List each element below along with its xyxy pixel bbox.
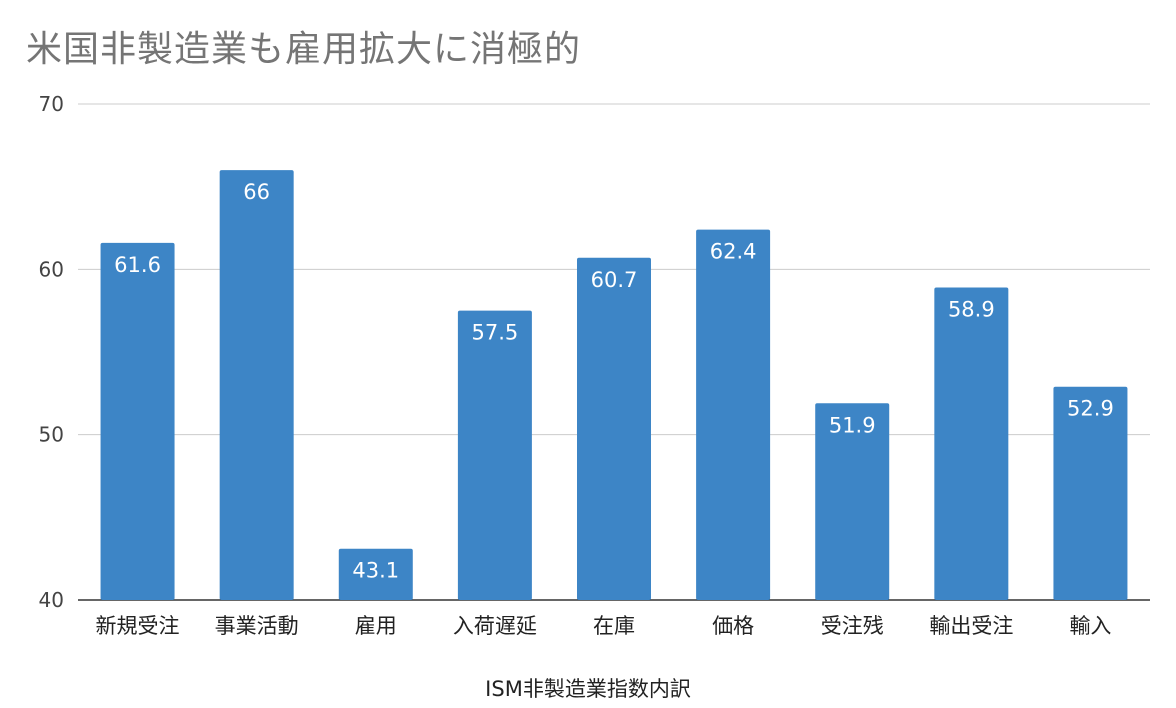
x-tick-label: 輸入 [1069,614,1111,638]
bar [577,257,651,600]
x-tick-label: 在庫 [593,614,635,638]
bar [457,310,532,600]
x-tick-label: 事業活動 [215,614,299,638]
y-tick-label: 60 [39,257,64,281]
x-tick-label: 新規受注 [96,614,180,638]
data-label: 60.7 [591,268,638,292]
y-tick-label: 70 [39,92,64,116]
y-tick-label: 40 [39,588,64,612]
x-tick-label: 価格 [712,614,754,638]
x-tick-label: 雇用 [355,614,397,638]
data-label: 51.9 [829,413,876,437]
bar [934,287,1009,600]
bar [338,548,413,600]
bar [100,242,175,600]
data-label: 58.9 [948,298,995,322]
chart-title: 米国非製造業も雇用拡大に消極的 [26,29,582,70]
bar [696,229,771,601]
bar [219,170,294,600]
data-label: 57.5 [472,321,519,345]
data-label: 43.1 [352,559,399,583]
data-label: 62.4 [710,240,757,264]
data-label: 66 [243,180,270,204]
x-axis-title: ISM非製造業指数内訳 [485,677,691,701]
data-label: 52.9 [1067,397,1114,421]
bar [1053,386,1128,600]
y-tick-label: 50 [39,423,64,447]
bar [815,403,890,600]
x-tick-label: 輸出受注 [929,614,1013,638]
x-tick-label: 入荷遅延 [453,614,537,638]
x-tick-label: 受注残 [821,614,884,638]
data-label: 61.6 [114,253,161,277]
